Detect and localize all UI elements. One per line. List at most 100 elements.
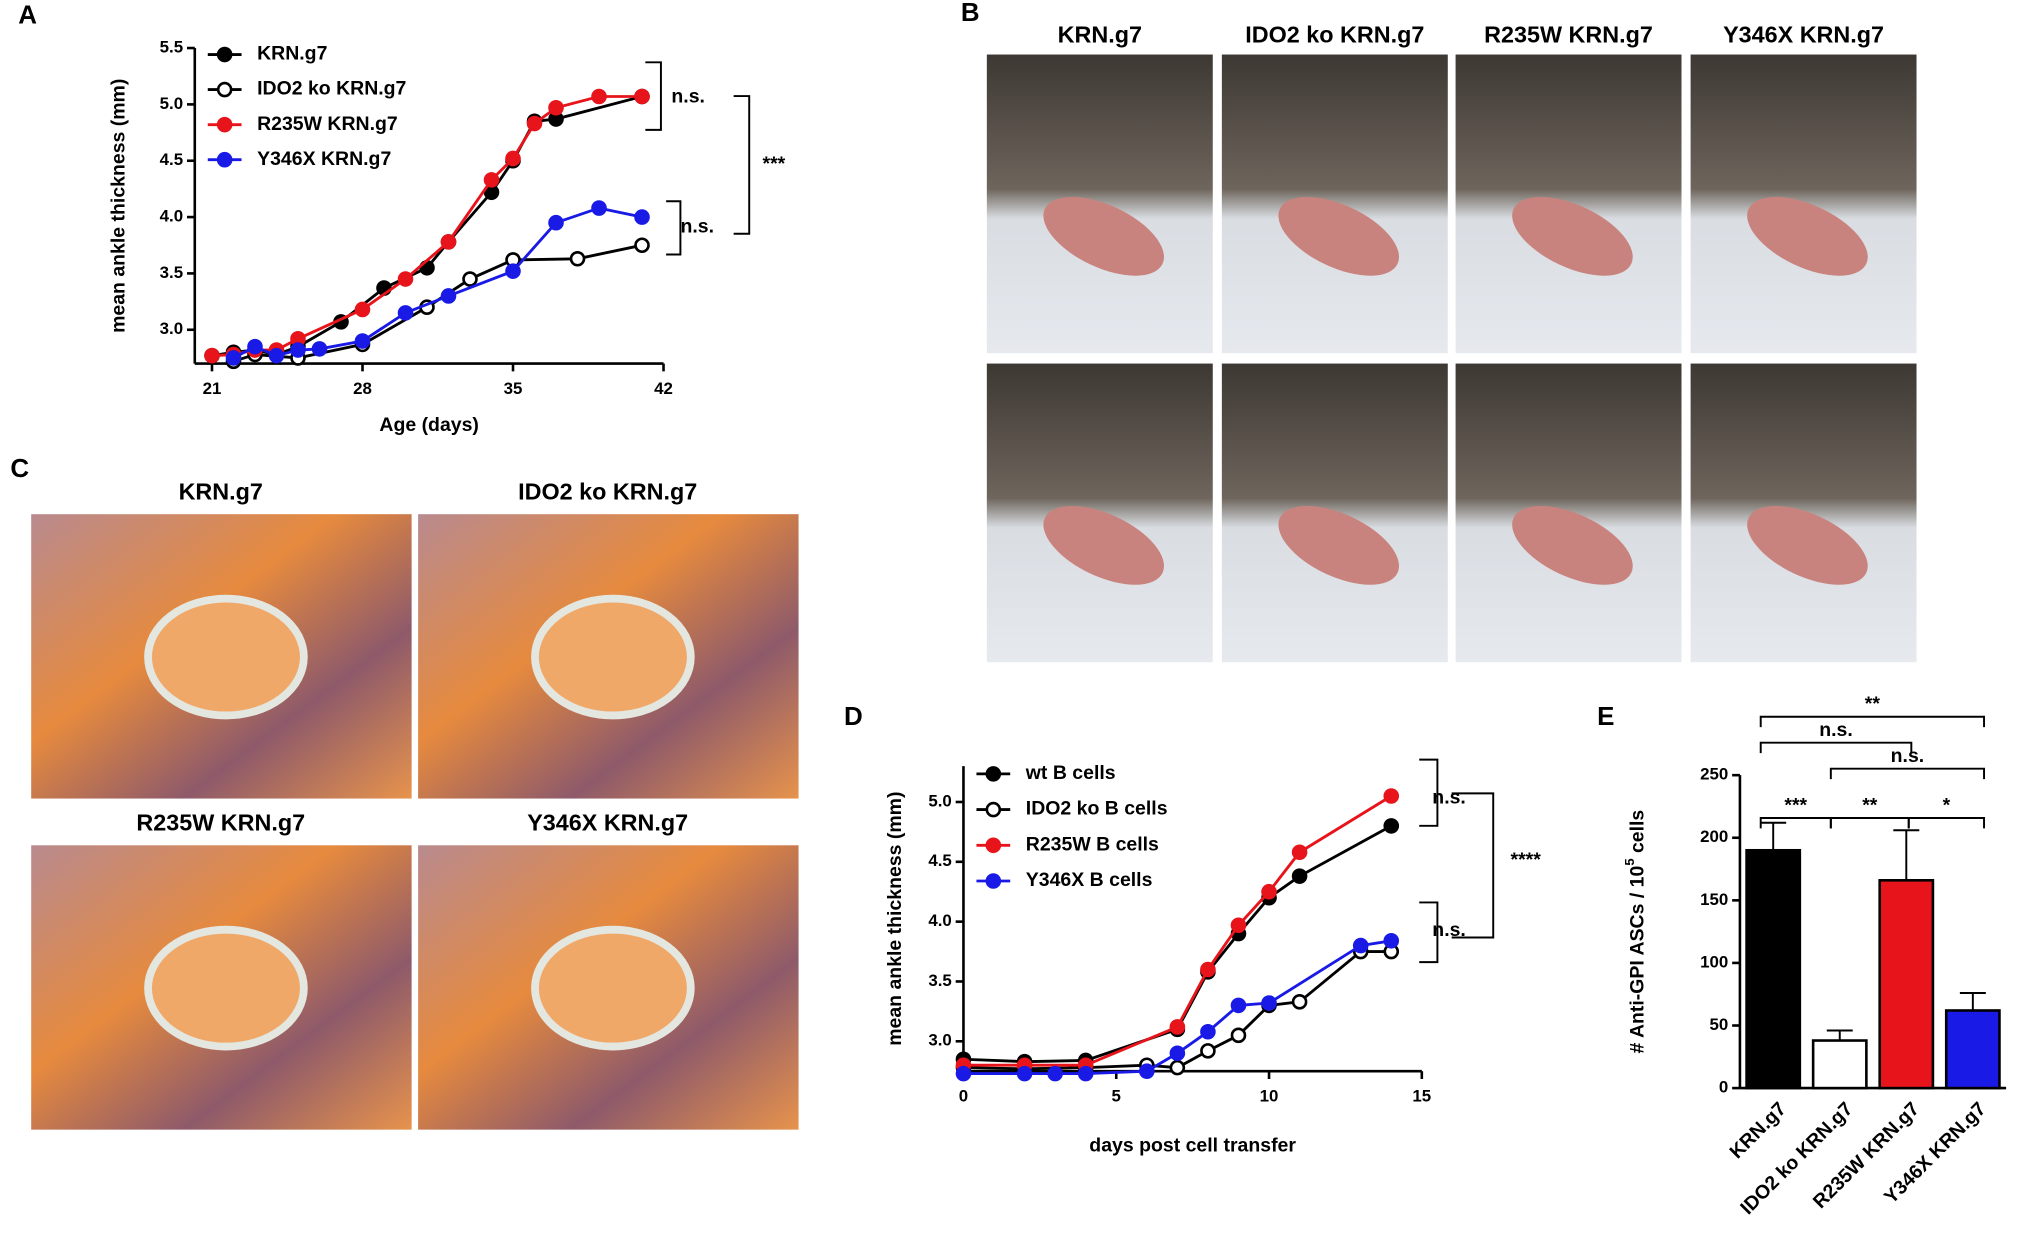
paw <box>1278 196 1400 276</box>
data-point <box>311 341 328 357</box>
y-tick-label: 4.0 <box>928 911 951 930</box>
y-axis-label-exponent: 5 <box>1622 858 1637 865</box>
annotation: *** <box>763 153 786 175</box>
legend-label: R235W KRN.g7 <box>257 113 398 135</box>
bar <box>1745 848 1802 1090</box>
legend-label: KRN.g7 <box>257 43 327 65</box>
data-point <box>505 150 521 167</box>
annotation: **** <box>1511 849 1542 871</box>
bracket <box>733 95 751 235</box>
data-point <box>397 271 414 287</box>
legend-marker <box>216 116 233 133</box>
data-point <box>1383 818 1400 834</box>
annotation: * <box>1943 794 1951 816</box>
data-point <box>1291 994 1308 1010</box>
annotation: n.s. <box>1432 919 1466 941</box>
series-line <box>211 95 643 358</box>
x-tick-label: 0 <box>959 1087 968 1106</box>
legend-marker <box>985 801 1002 818</box>
bracket <box>1759 715 1986 728</box>
y-tick-label: 3.0 <box>160 319 183 338</box>
data-point <box>591 88 607 105</box>
y-tick-label: 250 <box>1700 765 1728 784</box>
data-point <box>483 172 500 188</box>
x-tick-label: KRN.g7 <box>1725 1098 1790 1163</box>
legend-label: Y346X KRN.g7 <box>257 148 391 170</box>
y-tick-label: 0 <box>1719 1078 1728 1097</box>
data-point <box>440 234 457 250</box>
x-axis-label: Age (days) <box>379 414 479 436</box>
paw <box>1747 196 1868 276</box>
data-point <box>1261 883 1277 900</box>
data-point <box>1230 917 1247 934</box>
bracket <box>1419 758 1439 827</box>
annotation: n.s. <box>671 86 705 108</box>
x-tick-label: 15 <box>1412 1087 1431 1106</box>
bracket <box>1759 741 1913 754</box>
legend-marker <box>216 151 233 168</box>
bracket <box>645 61 662 131</box>
data-point <box>1200 961 1216 978</box>
data-point <box>225 350 242 366</box>
y-tick-label: 3.0 <box>928 1031 951 1050</box>
bracket <box>1829 767 1986 780</box>
series-line <box>211 95 643 358</box>
y-axis-label-part: # Anti-GPI ASCs / 10 <box>1627 865 1649 1053</box>
y-axis-label: mean ankle thickness (mm) <box>108 79 130 333</box>
panel-label: C <box>10 453 29 483</box>
legend-marker <box>216 46 233 63</box>
data-point <box>462 271 478 287</box>
y-tick-label: 5.5 <box>160 37 183 56</box>
y-tick-label: 4.0 <box>160 207 183 226</box>
photo-label: Y346X KRN.g7 <box>1723 22 1884 48</box>
panel-label: A <box>18 0 37 30</box>
data-point <box>268 347 285 364</box>
y-tick-label: 4.5 <box>160 150 183 169</box>
legend-marker <box>985 837 1002 854</box>
x-tick-label: 42 <box>654 379 673 398</box>
panel-label: E <box>1597 701 1614 731</box>
data-point <box>1169 1045 1186 1062</box>
data-point <box>1291 844 1308 861</box>
bone <box>144 925 308 1051</box>
y-axis-label-part: cells <box>1627 810 1649 859</box>
legend-label: IDO2 ko B cells <box>1026 798 1168 820</box>
annotation: n.s. <box>1819 719 1853 741</box>
data-point <box>1230 997 1247 1014</box>
y-tick-label: 100 <box>1700 952 1728 971</box>
bracket <box>1419 901 1439 964</box>
bracket <box>1907 817 1986 829</box>
legend-marker <box>216 81 233 98</box>
data-point <box>1169 1059 1186 1076</box>
data-point <box>290 342 306 358</box>
x-tick-label: IDO2 ko KRN.g7 <box>1736 1098 1857 1219</box>
annotation: n.s. <box>1891 745 1925 767</box>
paw <box>1278 505 1400 585</box>
data-point <box>1200 1023 1216 1040</box>
photo-label: KRN.g7 <box>1058 22 1142 48</box>
data-point <box>591 200 607 216</box>
bracket <box>1451 792 1495 939</box>
y-tick-label: 5.0 <box>160 94 183 113</box>
data-point <box>204 347 220 364</box>
legend-marker <box>985 766 1002 782</box>
x-tick-label: 21 <box>203 379 222 398</box>
legend-label: R235W B cells <box>1026 833 1159 855</box>
y-axis-label: mean ankle thickness (mm) <box>884 792 906 1046</box>
annotation: n.s. <box>1432 787 1466 809</box>
annotation: n.s. <box>681 215 715 237</box>
panel-label: D <box>844 701 863 731</box>
x-tick-label: 5 <box>1112 1087 1121 1106</box>
histology-label: IDO2 ko KRN.g7 <box>518 479 697 505</box>
y-tick-label: 5.0 <box>928 791 951 810</box>
paw <box>1512 196 1633 276</box>
y-tick-label: 4.5 <box>928 851 951 870</box>
paw <box>1512 505 1633 585</box>
y-tick-label: 200 <box>1700 827 1728 846</box>
data-point <box>440 288 457 304</box>
x-tick-label: 10 <box>1260 1087 1279 1106</box>
y-tick-label: 3.5 <box>160 263 183 282</box>
bone <box>531 594 695 720</box>
data-point <box>1291 868 1308 884</box>
